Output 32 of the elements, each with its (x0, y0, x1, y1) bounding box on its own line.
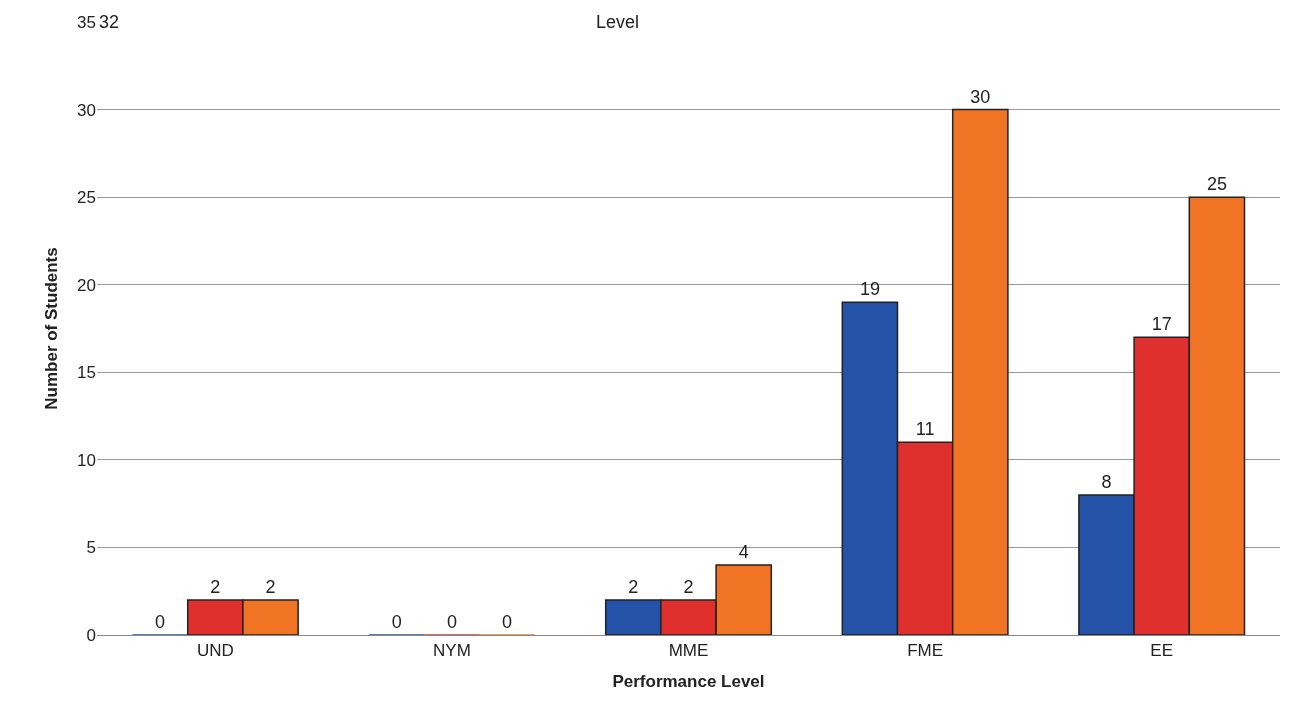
data-label: 11 (915, 419, 935, 440)
data-label: 17 (1151, 314, 1172, 335)
x-tick-label: UND (196, 641, 234, 661)
y-tick-label: 15 (77, 363, 96, 383)
data-label: 19 (859, 279, 880, 300)
data-label: 0 (391, 612, 402, 632)
y-tick-label: 0 (86, 625, 96, 645)
data-label: 4 (738, 541, 749, 562)
annotation: 32 (99, 12, 120, 32)
data-label: 25 (1206, 174, 1227, 195)
data-label: 0 (446, 612, 457, 632)
y-tick-label: 20 (77, 275, 96, 295)
x-tick-label: FME (907, 641, 944, 661)
data-label: 2 (683, 576, 694, 597)
data-label: 2 (628, 576, 639, 597)
data-label: 0 (502, 612, 513, 632)
data-label: 2 (210, 576, 221, 597)
x-tick-label: EE (1150, 641, 1174, 661)
y-axis-title: Number of Students (41, 247, 61, 410)
y-tick-label: 10 (77, 450, 96, 470)
data-label: 30 (970, 86, 991, 107)
data-label: 8 (1101, 471, 1112, 492)
data-label: 0 (155, 612, 166, 632)
y-tick-label: 25 (77, 188, 96, 208)
data-label: 2 (265, 576, 276, 597)
x-tick-label: NYM (433, 641, 471, 661)
y-tick-label: 30 (77, 100, 96, 120)
x-tick-label: MME (668, 641, 709, 661)
y-tick-label: 35 (77, 12, 96, 32)
y-tick-label: 5 (86, 538, 96, 558)
annotation: Level (596, 12, 640, 32)
x-axis-title: Performance Level (612, 671, 765, 691)
